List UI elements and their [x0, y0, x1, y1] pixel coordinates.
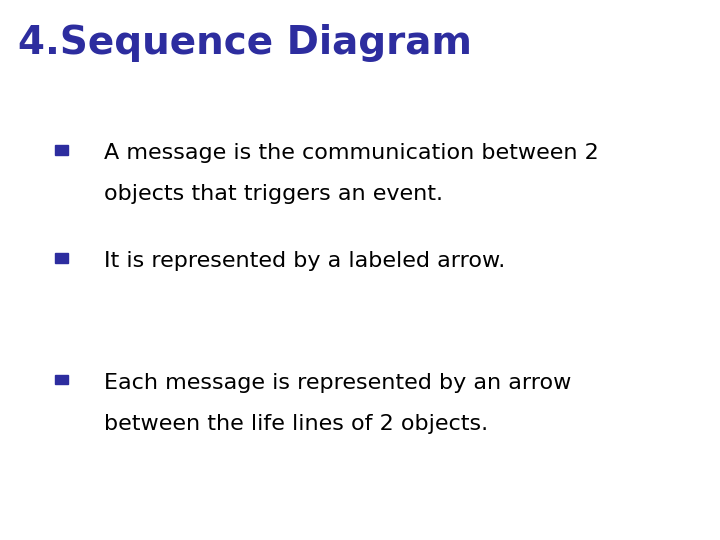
Bar	[55, 375, 68, 384]
Text: Each message is represented by an arrow: Each message is represented by an arrow	[104, 373, 572, 393]
Bar	[55, 145, 68, 155]
Text: It is represented by a labeled arrow.: It is represented by a labeled arrow.	[104, 251, 505, 271]
Text: objects that triggers an event.: objects that triggers an event.	[104, 184, 444, 204]
Text: between the life lines of 2 objects.: between the life lines of 2 objects.	[104, 414, 489, 434]
Text: 4.Sequence Diagram: 4.Sequence Diagram	[18, 24, 472, 62]
Bar	[55, 253, 68, 263]
Text: A message is the communication between 2: A message is the communication between 2	[104, 143, 599, 163]
